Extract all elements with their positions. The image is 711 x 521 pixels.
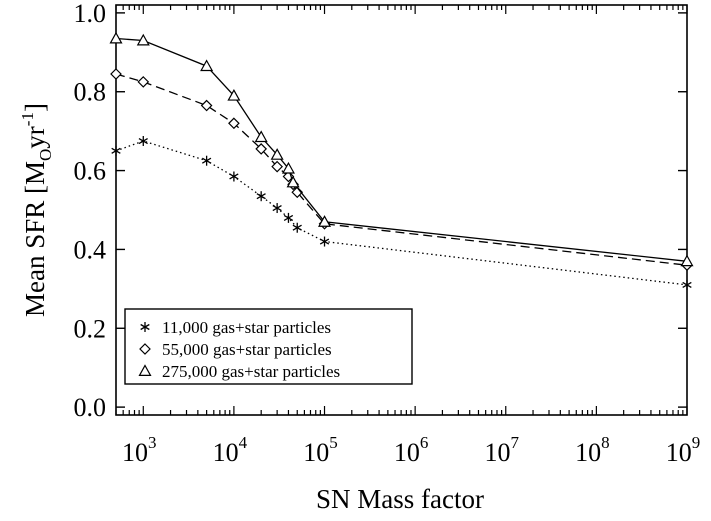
legend-marker-asterisk bbox=[140, 322, 150, 332]
data-point-asterisk bbox=[682, 279, 692, 290]
y-tick-label: 1.0 bbox=[74, 0, 107, 28]
data-point-diamond bbox=[110, 68, 122, 80]
data-point-asterisk bbox=[319, 236, 330, 247]
data-point-asterisk bbox=[229, 171, 239, 182]
series-line-dashed bbox=[115, 73, 688, 266]
x-tick-label: 103 bbox=[122, 433, 157, 467]
x-axis: 103 104 105 106 107 108 109 bbox=[115, 5, 701, 467]
data-point-diamond bbox=[271, 160, 283, 173]
data-point-asterisk bbox=[283, 212, 294, 223]
series-triangle bbox=[109, 31, 694, 267]
legend-item: 55,000 gas+star particles bbox=[139, 340, 332, 359]
data-point-asterisk bbox=[201, 155, 212, 166]
data-point-diamond bbox=[200, 99, 213, 112]
data-point-diamond bbox=[255, 143, 268, 155]
x-tick-label: 107 bbox=[485, 433, 520, 467]
data-point-triangle bbox=[227, 88, 241, 101]
series-layer bbox=[109, 31, 694, 290]
x-axis-title: SN Mass factor bbox=[316, 484, 484, 514]
data-point-triangle bbox=[136, 33, 150, 46]
data-point-triangle bbox=[281, 161, 295, 174]
data-point-triangle bbox=[680, 254, 694, 267]
series-line-dotted bbox=[115, 140, 688, 286]
data-point-triangle bbox=[200, 59, 214, 72]
data-point-asterisk bbox=[256, 191, 266, 202]
x-tick-label: 106 bbox=[394, 433, 429, 467]
y-tick-label: 0.8 bbox=[74, 78, 107, 107]
data-point-asterisk bbox=[138, 136, 148, 147]
x-tick-label: 104 bbox=[213, 433, 248, 467]
legend-label: 275,000 gas+star particles bbox=[162, 362, 340, 381]
legend-item: 11,000 gas+star particles bbox=[140, 318, 331, 337]
data-point-triangle bbox=[254, 130, 268, 143]
data-point-triangle bbox=[317, 215, 332, 227]
series-diamond bbox=[110, 68, 693, 272]
x-tick-label: 108 bbox=[575, 433, 610, 467]
data-point-triangle bbox=[109, 31, 123, 44]
x-tick-label: 109 bbox=[666, 433, 701, 467]
data-point-triangle bbox=[270, 148, 284, 160]
legend: 11,000 gas+star particles 55,000 gas+star… bbox=[124, 308, 413, 385]
legend-box bbox=[124, 308, 413, 385]
y-tick-label: 0.6 bbox=[74, 157, 107, 186]
data-point-asterisk bbox=[292, 222, 302, 233]
y-tick-label: 0.0 bbox=[74, 393, 107, 422]
data-point-asterisk bbox=[272, 203, 282, 214]
legend-label: 55,000 gas+star particles bbox=[162, 340, 332, 359]
y-axis-title: Mean SFR [MOyr-1] bbox=[18, 103, 55, 317]
series-asterisk bbox=[111, 136, 692, 290]
data-point-diamond bbox=[228, 117, 240, 130]
data-point-asterisk bbox=[111, 145, 121, 156]
legend-marker-triangle bbox=[138, 364, 152, 376]
x-tick-label: 105 bbox=[303, 433, 338, 467]
y-tick-label: 0.4 bbox=[74, 235, 107, 264]
data-point-diamond bbox=[137, 76, 150, 88]
legend-marker-diamond bbox=[139, 343, 151, 355]
legend-label: 11,000 gas+star particles bbox=[162, 318, 331, 337]
series-line-solid bbox=[115, 37, 688, 262]
y-axis: 0.0 0.2 0.4 0.6 0.8 1.0 bbox=[74, 0, 687, 422]
y-tick-label: 0.2 bbox=[74, 314, 107, 343]
data-point-triangle bbox=[286, 175, 300, 188]
legend-item: 275,000 gas+star particles bbox=[138, 362, 340, 381]
